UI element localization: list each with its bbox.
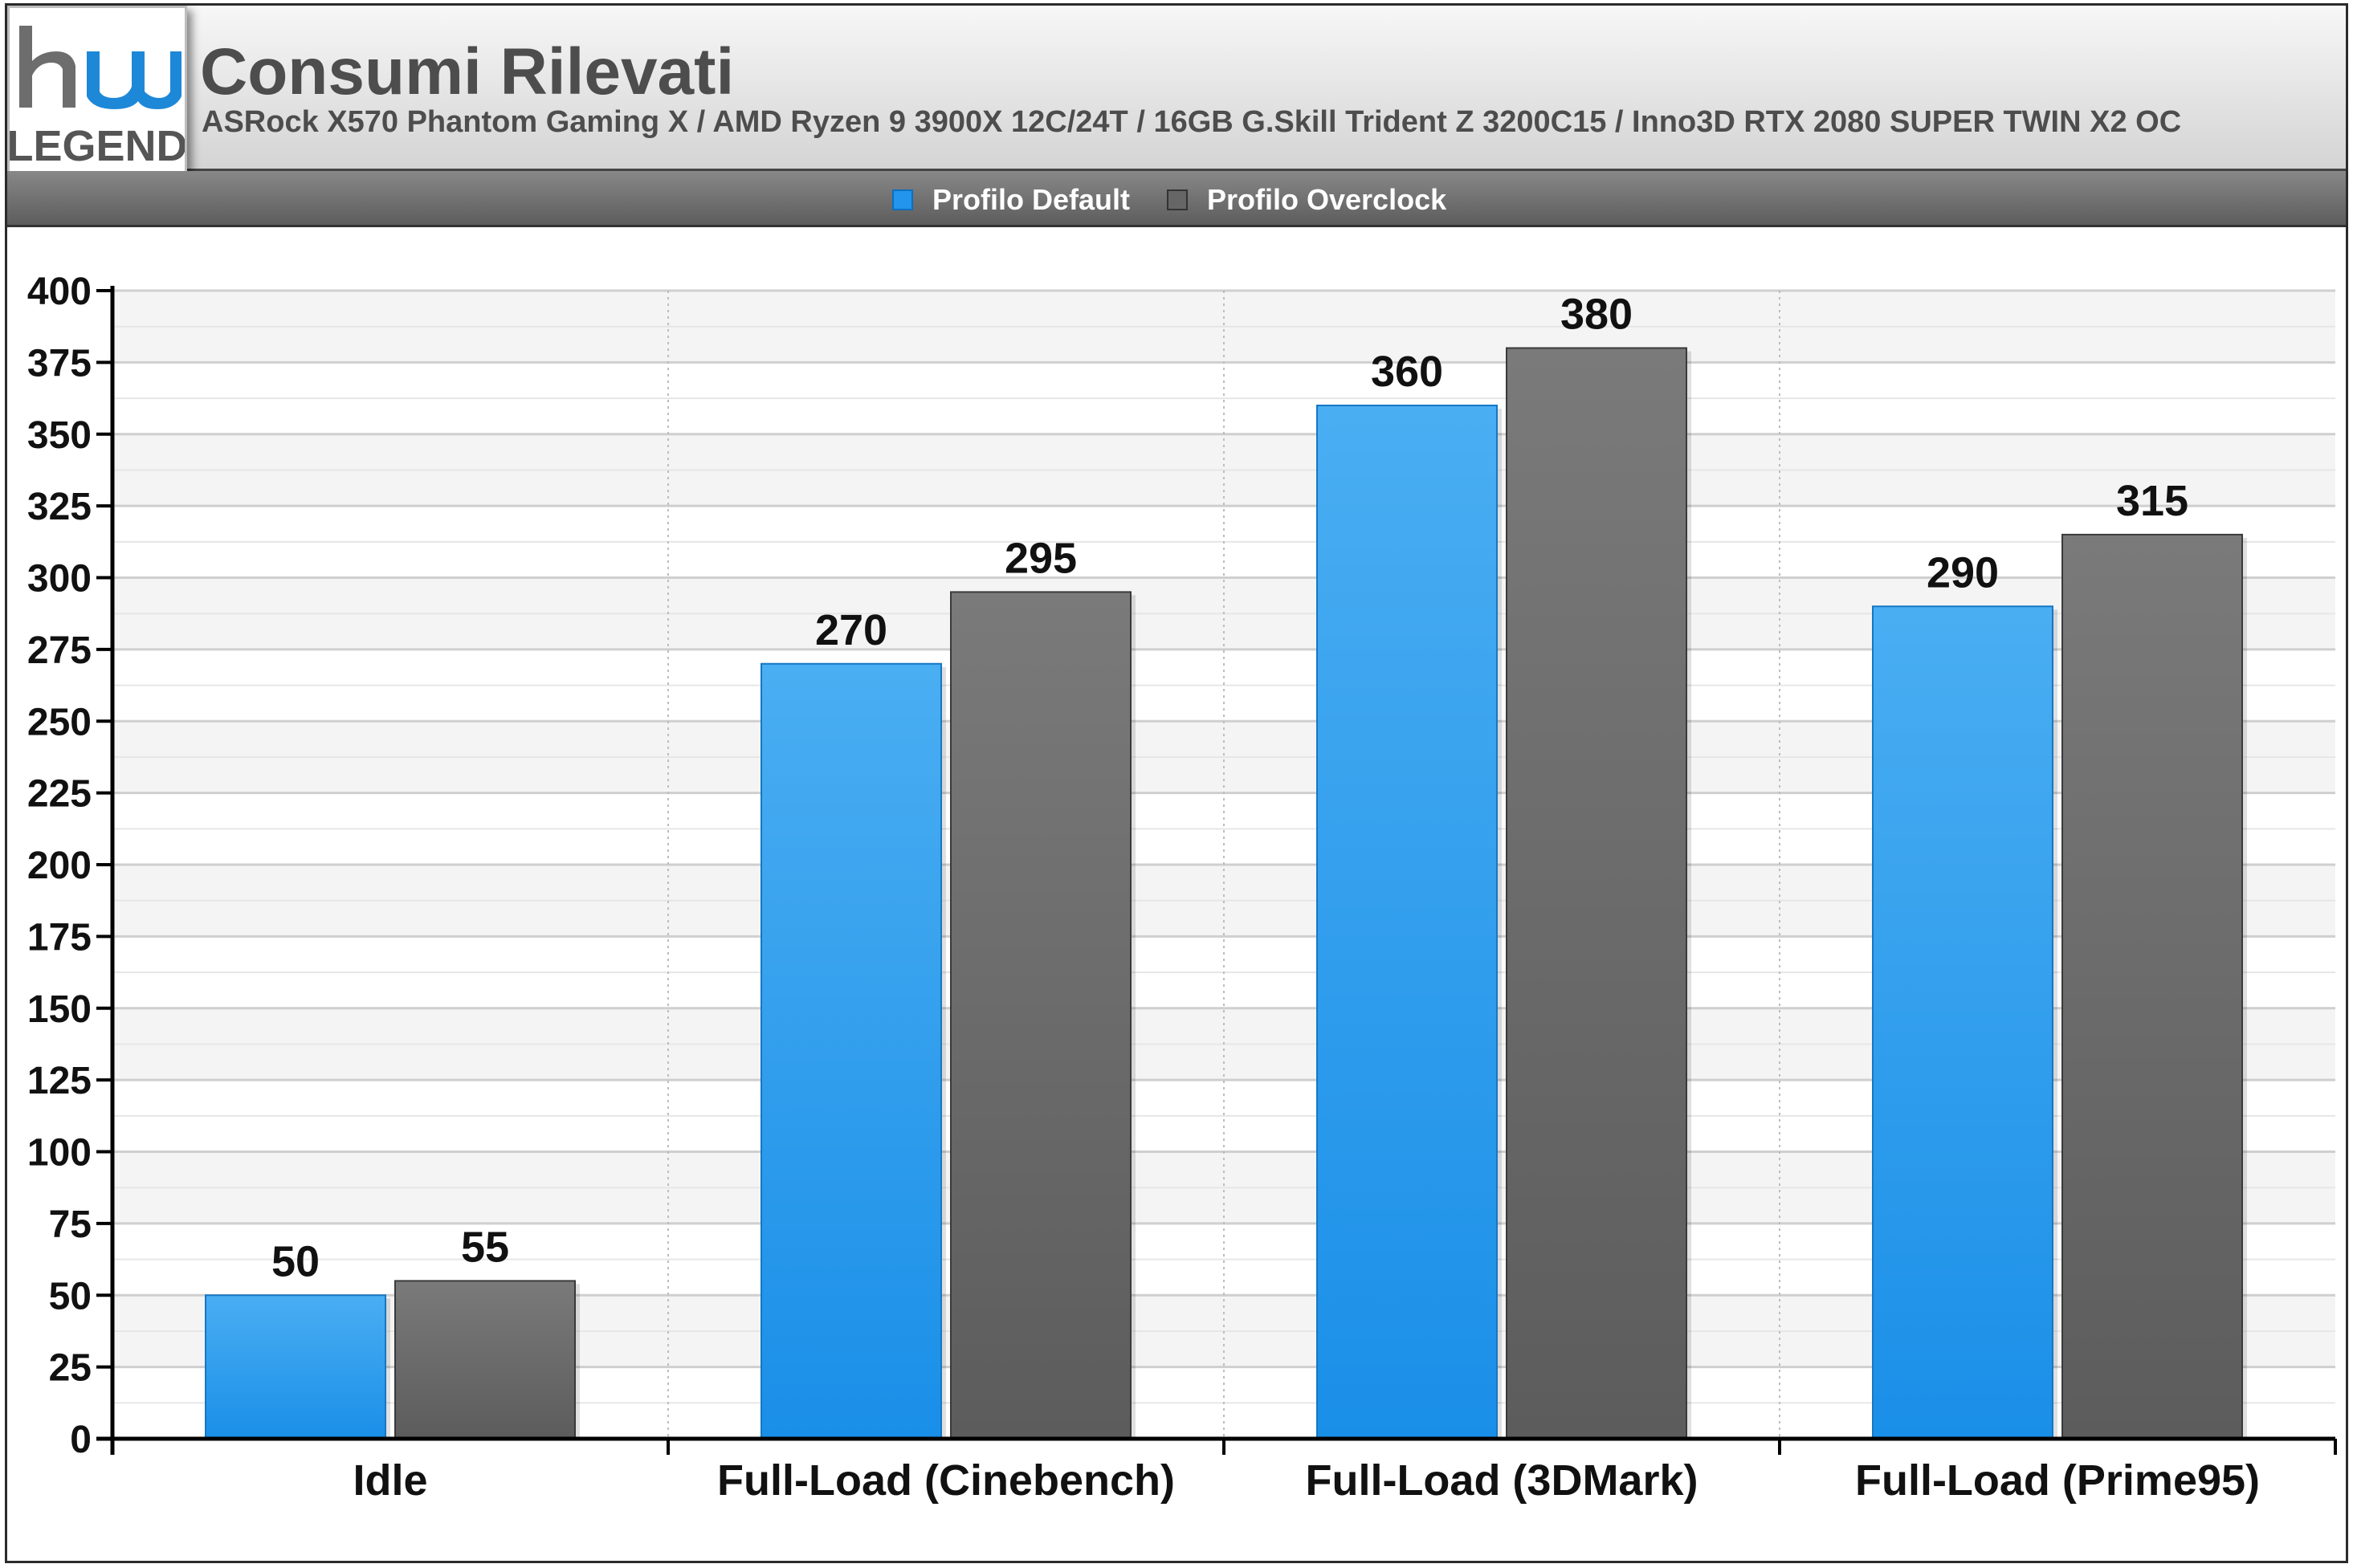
x-tick-label: Idle [353, 1456, 427, 1505]
y-tick-label: 175 [27, 916, 92, 959]
y-tick-label: 225 [27, 773, 92, 816]
bar-profilo-overclock [950, 591, 1132, 1440]
bar-profilo-overclock [1506, 347, 1687, 1440]
logo-mark-icon: LEGEND [6, 26, 188, 170]
y-tick-label: 100 [27, 1132, 92, 1175]
legend-swatch-overclock [1167, 189, 1188, 210]
y-tick-label: 300 [27, 558, 92, 601]
bar-profilo-default [205, 1294, 386, 1440]
logo-text: LEGEND [10, 122, 185, 170]
data-label: 315 [2116, 477, 2188, 525]
bar-profilo-overclock [2061, 533, 2243, 1440]
data-label: 270 [815, 606, 887, 654]
data-label: 290 [1927, 548, 1999, 597]
data-label: 295 [1005, 534, 1077, 582]
data-label: 380 [1560, 291, 1633, 339]
bars: 50 55 270 295 360 380 290 315 [205, 291, 2247, 1440]
data-label: 50 [271, 1237, 320, 1285]
chart-subtitle: ASRock X570 Phantom Gaming X / AMD Ryzen… [202, 105, 2182, 139]
y-tick-label: 75 [49, 1203, 92, 1246]
y-tick-label: 400 [27, 271, 92, 313]
data-label: 55 [461, 1223, 509, 1271]
bar-profilo-default [761, 662, 942, 1440]
legend: Profilo Default Profilo Overclock [7, 171, 2346, 227]
y-tick-label: 275 [27, 629, 92, 672]
legend-item-overclock: Profilo Overclock [1167, 183, 1447, 216]
y-tick-label: 325 [27, 486, 92, 528]
x-tick-label: Full-Load (3DMark) [1305, 1456, 1698, 1505]
axes: Idle Full-Load (Cinebench) Full-Load (3DMa… [27, 271, 2337, 1505]
y-tick-label: 0 [70, 1419, 92, 1461]
bar-profilo-default [1316, 405, 1498, 1440]
chart-header: Consumi Rilevati ASRock X570 Phantom Gam… [7, 6, 2346, 171]
y-tick-label: 250 [27, 701, 92, 743]
bar-profilo-default [1872, 605, 2053, 1440]
y-tick-label: 200 [27, 845, 92, 887]
y-tick-label: 150 [27, 988, 92, 1031]
legend-label-overclock: Profilo Overclock [1207, 183, 1447, 216]
data-label: 360 [1371, 348, 1443, 396]
x-tick-label: Full-Load (Cinebench) [717, 1456, 1175, 1505]
legend-label-default: Profilo Default [932, 183, 1131, 216]
bar-profilo-overclock [394, 1280, 576, 1440]
legend-item-default: Profilo Default [892, 183, 1131, 216]
y-tick-label: 50 [49, 1275, 92, 1318]
y-tick-label: 25 [49, 1347, 92, 1390]
chart-title: Consumi Rilevati [200, 35, 735, 108]
legend-swatch-default [892, 189, 913, 210]
y-tick-label: 125 [27, 1060, 92, 1102]
y-tick-label: 375 [27, 342, 92, 385]
x-tick-label: Full-Load (Prime95) [1855, 1456, 2260, 1505]
y-tick-label: 350 [27, 414, 92, 457]
